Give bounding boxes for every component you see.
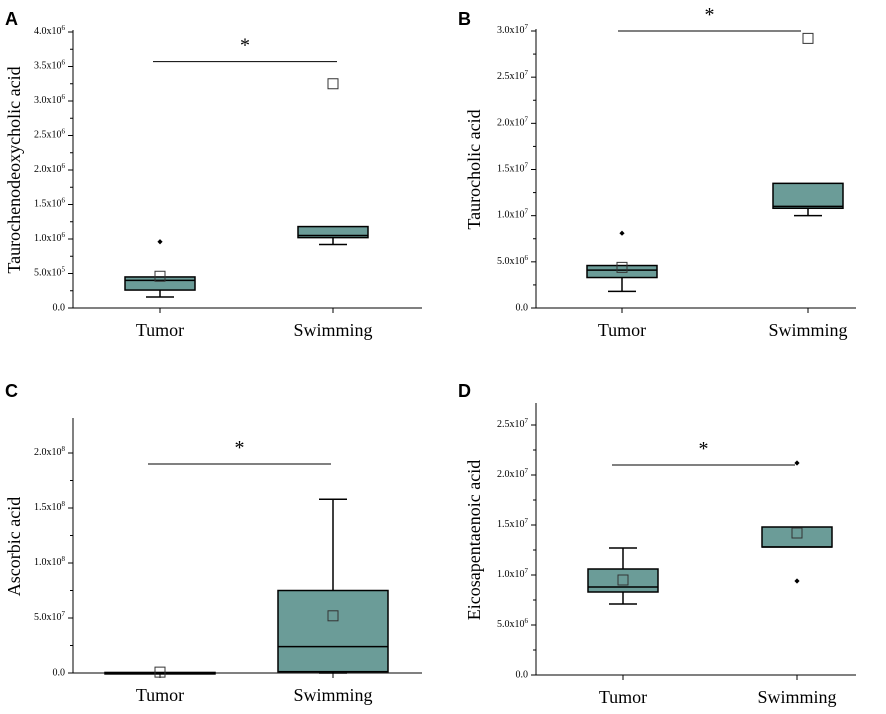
box-swimming [772,32,844,217]
y-tick-label: 1.0x106 [34,231,66,245]
y-tick-label: 3.0x107 [497,23,529,37]
y-tick-label: 0.0 [53,302,66,313]
x-tick-label: Swimming [293,685,372,705]
x-tick-label: Tumor [136,320,184,340]
x-tick-label: Swimming [757,687,836,707]
y-tick-label: 0.0 [516,669,529,680]
panel-b: B Taurocholic acid 0.0 5.0x106 1.0x107 1.5x10… [458,4,856,340]
y-tick-label: 0.0 [53,667,66,678]
box-body [297,225,369,239]
y-tick-label: 4.0x106 [34,24,66,38]
y-tick-label: 3.5x106 [34,58,66,72]
mean-marker [617,574,629,586]
panel-letter: A [5,9,18,29]
outlier-point [619,230,625,236]
box-tumor [124,239,196,298]
mean-marker [327,610,339,622]
outlier-point [794,460,800,466]
box-body [124,276,196,291]
box-body [587,568,659,593]
panel-c: C Ascorbic acid 0.0 5.0x107 1.0x108 1.5x108 2.… [4,381,422,705]
y-tick-label: 2.5x107 [497,69,529,83]
y-axis-title: Ascorbic acid [4,497,24,596]
box-body [277,589,389,673]
box-tumor [104,666,216,678]
y-tick-label: 5.0x106 [497,253,529,267]
x-tick-label: Tumor [136,685,184,705]
panel-a: A Taurochenodeoxycholic acid 0.0 5.0x105 1.0… [4,9,422,340]
y-axis-title: Taurochenodeoxycholic acid [4,66,24,273]
y-tick-label: 1.5x108 [34,500,66,514]
y-tick-label: 1.5x107 [497,161,529,175]
mean-marker [616,261,628,273]
y-tick-label: 2.5x106 [34,127,66,141]
y-tick-label: 5.0x105 [34,265,66,279]
box-swimming [297,78,369,246]
mean-marker [327,78,339,90]
outlier-point [157,239,163,245]
y-tick-label: 2.0x106 [34,162,66,176]
mean-marker [154,270,166,282]
y-axis-title: Taurocholic acid [464,109,484,229]
mean-marker [791,527,803,539]
mean-marker [802,32,814,44]
y-tick-label: 1.5x106 [34,196,66,210]
box-body [761,526,833,548]
significance-star: * [240,35,250,57]
outlier-point [794,578,800,584]
y-tick-label: 1.0x107 [497,207,529,221]
box-swimming [761,460,833,584]
y-tick-label: 0.0 [516,302,529,313]
y-axis-title: Eicosapentaenoic acid [464,460,484,620]
panel-letter: D [458,381,471,401]
y-tick-label: 1.0x108 [34,555,66,569]
y-tick-label: 5.0x106 [497,617,529,631]
mean-marker [154,666,166,678]
panel-letter: C [5,381,18,401]
box-swimming [277,498,389,674]
box-tumor [586,230,658,293]
significance-star: * [705,4,715,26]
y-tick-label: 1.0x107 [497,567,529,581]
panel-d: D Eicosapentaenoic acid 0.0 5.0x106 1.0x107 1… [458,381,856,707]
box-tumor [587,547,659,605]
x-tick-label: Swimming [293,320,372,340]
y-tick-label: 2.5x107 [497,417,529,431]
box-body [586,264,658,279]
box-body [772,182,844,210]
y-tick-label: 2.0x108 [34,445,66,459]
significance-star: * [699,438,709,460]
significance-star: * [235,437,245,459]
y-tick-label: 2.0x107 [497,467,529,481]
y-tick-label: 2.0x107 [497,115,529,129]
y-tick-label: 5.0x107 [34,610,66,624]
x-tick-label: Tumor [599,687,647,707]
x-tick-label: Tumor [598,320,646,340]
y-tick-label: 1.5x107 [497,517,529,531]
panel-letter: B [458,9,471,29]
x-tick-label: Swimming [768,320,847,340]
y-tick-label: 3.0x106 [34,93,66,107]
